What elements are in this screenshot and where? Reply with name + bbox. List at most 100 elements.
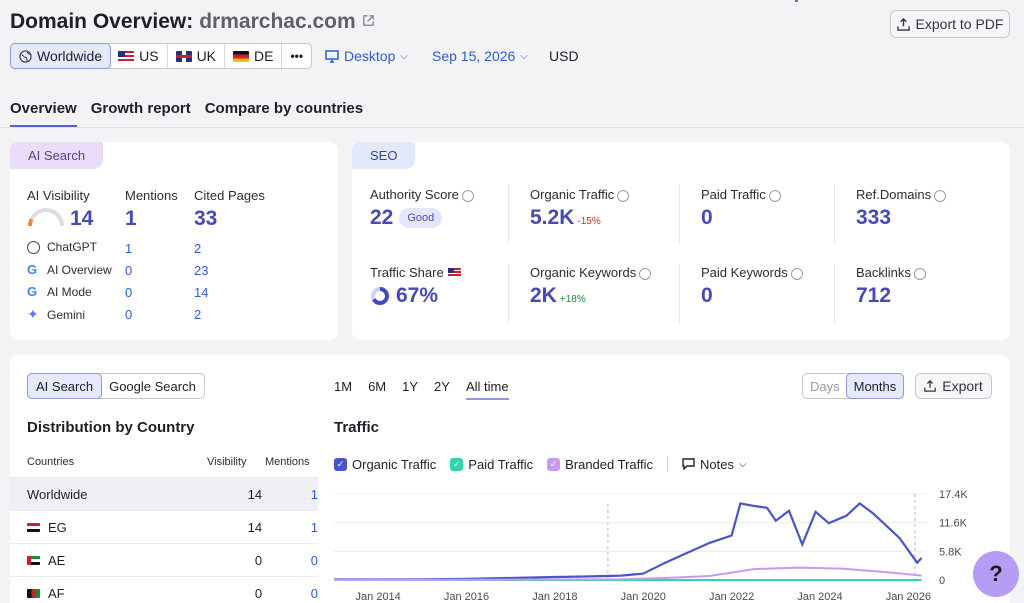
uk-flag-icon bbox=[175, 50, 192, 62]
granularity-toggle: Days Months bbox=[802, 373, 905, 399]
chevron-down-icon: ⌵ bbox=[400, 50, 408, 62]
ai-search-pill: AI Search bbox=[10, 142, 104, 169]
mentions-header: Mentions bbox=[265, 456, 310, 468]
info-icon[interactable] bbox=[639, 267, 652, 280]
paid-traffic-label: Paid Traffic bbox=[701, 187, 781, 202]
paid-traffic-value[interactable]: 0 bbox=[701, 206, 713, 229]
source-gemini: ✦ Gemini bbox=[27, 306, 85, 323]
more-label: ••• bbox=[290, 49, 304, 63]
help-button[interactable]: ? bbox=[973, 551, 1019, 597]
authority-score-value[interactable]: 22 bbox=[370, 206, 394, 229]
source-toggle: AI Search Google Search bbox=[27, 373, 205, 399]
info-icon[interactable] bbox=[934, 189, 947, 202]
region-uk[interactable]: UK bbox=[168, 44, 226, 68]
range-1m[interactable]: 1M bbox=[334, 379, 353, 394]
us-flag-icon bbox=[447, 268, 461, 277]
country-name: EG bbox=[48, 519, 67, 535]
notes-dropdown[interactable]: Notes ⌵ bbox=[682, 457, 747, 472]
branded-traffic-line[interactable] bbox=[334, 566, 922, 581]
ref-domains-value[interactable]: 333 bbox=[856, 206, 892, 229]
range-all-time[interactable]: All time bbox=[465, 379, 509, 400]
granularity-months[interactable]: Months bbox=[845, 373, 905, 399]
label-text: Backlinks bbox=[856, 265, 911, 280]
ref-domains-label: Ref.Domains bbox=[856, 187, 947, 202]
organic-traffic-value[interactable]: 5.2K bbox=[530, 206, 575, 229]
info-icon[interactable] bbox=[617, 189, 630, 202]
legend-label: Organic Traffic bbox=[352, 456, 437, 472]
toggle-ai-search[interactable]: AI Search bbox=[27, 373, 103, 399]
cited-pages-value[interactable]: 33 bbox=[194, 207, 218, 230]
info-icon[interactable] bbox=[461, 189, 474, 202]
info-icon[interactable] bbox=[768, 189, 781, 202]
table-row[interactable]: EG 14 1 bbox=[10, 510, 318, 543]
table-row[interactable]: AE 0 0 bbox=[10, 543, 318, 576]
info-icon[interactable] bbox=[790, 267, 803, 280]
country-mentions[interactable]: 1 bbox=[310, 486, 318, 502]
chatgpt-icon bbox=[27, 240, 40, 254]
more-regions-button[interactable]: ••• bbox=[282, 44, 311, 68]
y-tick-label: 11.6K bbox=[939, 518, 968, 530]
source-cited[interactable]: 23 bbox=[194, 263, 209, 278]
source-mentions[interactable]: 1 bbox=[125, 241, 133, 256]
ai-search-card: AI Search AI Visibility Mentions Cited P… bbox=[10, 142, 338, 340]
source-chatgpt: ChatGPT bbox=[27, 240, 97, 254]
granularity-days[interactable]: Days bbox=[810, 379, 840, 394]
export-button[interactable]: Export bbox=[915, 373, 992, 399]
info-icon[interactable] bbox=[913, 267, 926, 280]
ae-flag-icon bbox=[27, 555, 40, 565]
google-icon: G bbox=[27, 262, 38, 277]
source-cited[interactable]: 2 bbox=[194, 241, 202, 256]
ai-visibility-value[interactable]: 14 bbox=[70, 207, 94, 230]
tabs-divider bbox=[0, 127, 1024, 128]
legend-organic[interactable]: ✓ Organic Traffic bbox=[334, 457, 436, 472]
traffic-title: Traffic bbox=[334, 419, 380, 436]
legend-paid[interactable]: ✓ Paid Traffic bbox=[450, 457, 533, 472]
tab-growth-report[interactable]: Growth report bbox=[90, 100, 191, 117]
traffic-chart[interactable]: 17.4K 11.6K 5.8K 0 Jan 2014 Jan 2016 Jan 2018 J… bbox=[334, 490, 994, 602]
source-mentions[interactable]: 0 bbox=[125, 263, 133, 278]
region-de[interactable]: DE bbox=[225, 44, 283, 68]
country-name: AF bbox=[48, 585, 65, 601]
country-visibility: 14 bbox=[247, 519, 263, 535]
traffic-share-value[interactable]: 67% bbox=[396, 284, 439, 307]
top-accent-line bbox=[795, 0, 798, 2]
date-dropdown[interactable]: Sep 15, 2026 ⌵ bbox=[432, 48, 528, 64]
region-worldwide[interactable]: Worldwide bbox=[10, 43, 112, 69]
seo-pill: SEO bbox=[352, 142, 416, 169]
organic-traffic-line[interactable] bbox=[334, 501, 923, 581]
currency-label: USD bbox=[549, 48, 579, 64]
country-mentions[interactable]: 1 bbox=[310, 519, 318, 535]
checkbox-icon: ✓ bbox=[547, 457, 561, 471]
range-6m[interactable]: 6M bbox=[368, 379, 387, 394]
source-name: Gemini bbox=[47, 307, 86, 322]
source-mentions[interactable]: 0 bbox=[125, 285, 133, 300]
range-selector: 1M 6M 1Y 2Y All time bbox=[334, 379, 509, 400]
source-cited[interactable]: 14 bbox=[194, 285, 209, 300]
range-1y[interactable]: 1Y bbox=[402, 379, 419, 394]
device-dropdown[interactable]: Desktop ⌵ bbox=[325, 48, 408, 64]
x-tick-label: Jan 2020 bbox=[621, 591, 666, 602]
table-row[interactable]: AF 0 0 bbox=[10, 576, 318, 603]
region-us[interactable]: US bbox=[110, 44, 168, 68]
range-2y[interactable]: 2Y bbox=[434, 379, 450, 394]
backlinks-value[interactable]: 712 bbox=[856, 284, 892, 307]
label-text: Organic Keywords bbox=[530, 265, 637, 280]
table-row[interactable]: Worldwide 14 1 bbox=[10, 477, 318, 510]
external-link-icon[interactable] bbox=[362, 14, 375, 27]
authority-score-label: Authority Score bbox=[370, 187, 474, 202]
source-cited[interactable]: 2 bbox=[194, 307, 202, 322]
organic-keywords: 2K +18% bbox=[530, 284, 586, 308]
page-title: Domain Overview: drmarchac.com bbox=[10, 10, 375, 34]
legend-branded[interactable]: ✓ Branded Traffic bbox=[547, 457, 653, 472]
toggle-google-search[interactable]: Google Search bbox=[109, 379, 196, 394]
tab-overview[interactable]: Overview bbox=[10, 100, 77, 127]
organic-keywords-value[interactable]: 2K bbox=[530, 284, 557, 307]
country-mentions[interactable]: 0 bbox=[310, 552, 318, 568]
paid-keywords-value[interactable]: 0 bbox=[701, 284, 713, 307]
export-pdf-button[interactable]: Export to PDF bbox=[890, 10, 1010, 38]
tab-compare-by-countries[interactable]: Compare by countries bbox=[204, 100, 364, 117]
mentions-value[interactable]: 1 bbox=[125, 207, 137, 230]
source-mentions[interactable]: 0 bbox=[125, 307, 133, 322]
country-mentions[interactable]: 0 bbox=[310, 585, 318, 601]
gemini-icon: ✦ bbox=[27, 306, 39, 322]
